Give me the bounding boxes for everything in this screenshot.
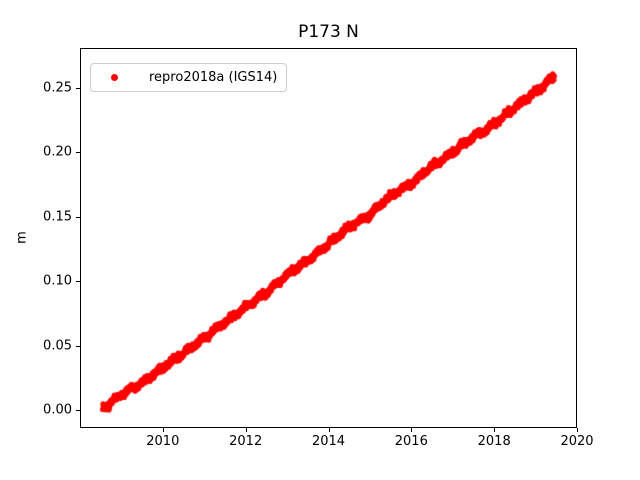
plot-area — [80, 48, 577, 428]
x-tick-mark — [245, 428, 247, 432]
y-tick-label: 0.10 — [43, 273, 72, 289]
x-tick-mark — [494, 428, 496, 432]
y-tick-mark — [76, 281, 80, 283]
y-tick-label: 0.05 — [43, 338, 72, 354]
y-axis-label: m — [14, 231, 30, 244]
x-tick-label: 2020 — [560, 434, 594, 449]
chart-title: P173 N — [298, 22, 359, 42]
x-tick-mark — [411, 428, 413, 432]
y-tick-label: 0.00 — [43, 402, 72, 418]
x-tick-label: 2014 — [311, 434, 346, 449]
x-tick-label: 2018 — [477, 434, 511, 449]
x-tick-label: 2010 — [146, 434, 180, 449]
x-tick-mark — [328, 428, 330, 432]
y-tick-mark — [76, 87, 80, 89]
y-tick-mark — [76, 216, 80, 218]
x-tick-mark — [162, 428, 164, 432]
y-tick-mark — [76, 345, 80, 347]
legend-marker-dot-icon — [111, 74, 118, 81]
y-tick-mark — [76, 152, 80, 154]
y-tick-label: 0.25 — [43, 80, 72, 96]
y-tick-label: 0.15 — [43, 209, 72, 225]
y-tick-label: 0.20 — [43, 144, 72, 160]
x-tick-label: 2016 — [394, 434, 428, 449]
legend: repro2018a (IGS14) — [90, 63, 287, 92]
legend-label: repro2018a (IGS14) — [149, 70, 278, 85]
y-tick-mark — [76, 410, 80, 411]
x-tick-label: 2012 — [229, 434, 263, 449]
x-tick-mark — [577, 428, 578, 432]
